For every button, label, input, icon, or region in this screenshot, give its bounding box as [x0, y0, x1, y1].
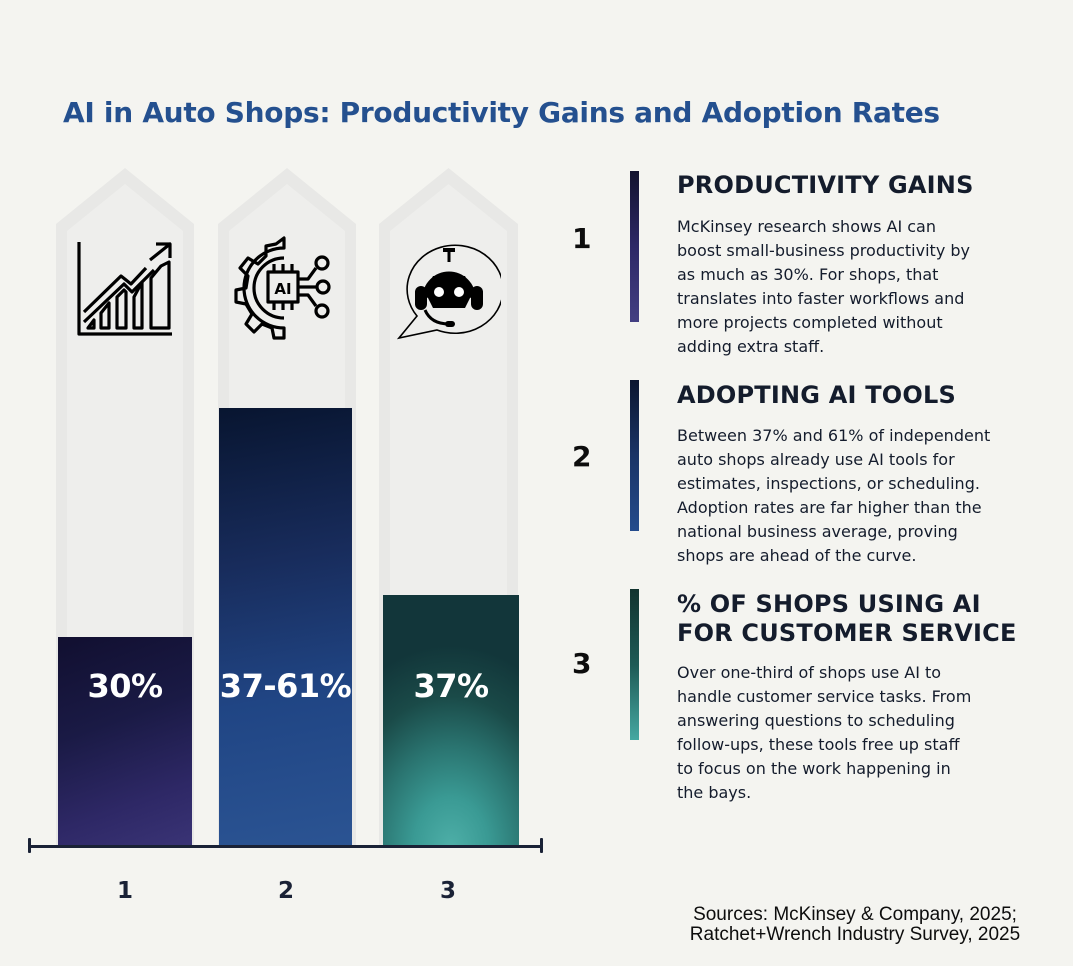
robot-chat-icon	[397, 244, 501, 340]
bar-1: 30%	[58, 637, 192, 848]
bar-value-label: 37-61%	[219, 667, 352, 705]
section-heading-3: % OF SHOPS USING AI FOR CUSTOMER SERVICE	[677, 590, 1017, 647]
svg-text:AI: AI	[274, 280, 291, 298]
bar-column-1: 30%	[56, 168, 194, 848]
section-accent-bar-3	[630, 589, 639, 740]
section-number-2: 2	[572, 440, 592, 473]
section-number-3: 3	[572, 647, 592, 680]
x-tick-label-2: 2	[277, 878, 294, 904]
bar-column-2: AI 37-61%	[218, 168, 356, 848]
section-number-1: 1	[572, 222, 592, 255]
section-accent-bar-2	[630, 380, 639, 531]
bar-value-label: 30%	[87, 667, 163, 705]
section-body-3: Over one-third of shops use AI to handle…	[677, 663, 972, 802]
ai-gear-icon: AI	[234, 236, 331, 340]
chart-title: AI in Auto Shops: Productivity Gains and…	[63, 96, 940, 129]
section-body-2: Between 37% and 61% of independent auto …	[677, 426, 991, 565]
x-tick-label-1: 1	[116, 878, 133, 904]
bar-2: 37-61%	[219, 408, 352, 848]
bar-3: 37%	[383, 595, 519, 848]
bar-value-label: 37%	[413, 667, 489, 705]
x-axis-left-tick	[28, 838, 31, 853]
section-body-1: McKinsey research shows AI can boost sma…	[677, 217, 970, 356]
section-accent-bar-1	[630, 171, 639, 322]
x-axis-line	[30, 845, 543, 848]
section-heading-2: ADOPTING AI TOOLS	[677, 381, 956, 409]
sources-note: Sources: McKinsey & Company, 2025; Ratch…	[689, 904, 1021, 945]
section-heading-1: PRODUCTIVITY GAINS	[677, 171, 974, 199]
x-axis-right-tick	[540, 838, 543, 853]
growth-chart-icon	[77, 242, 172, 336]
x-tick-label-3: 3	[439, 878, 456, 904]
bar-column-3: 37%	[379, 168, 519, 848]
